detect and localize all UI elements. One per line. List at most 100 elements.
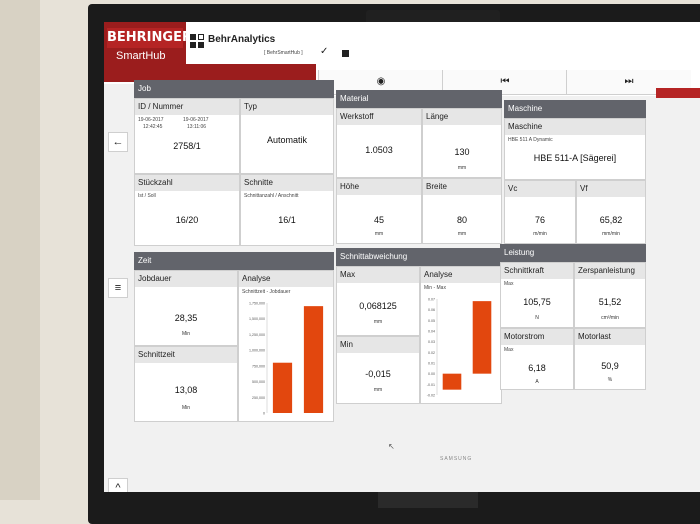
zerspanleistung-card: Zerspanleistung 51,52 cm³/min (574, 262, 646, 328)
zerspanleistung-label: Zerspanleistung (578, 266, 635, 275)
vf-unit: mm/min (602, 231, 620, 237)
zerspanleistung-unit: cm³/min (601, 315, 619, 321)
breite-card: Breite 80 mm (422, 178, 502, 244)
tick-label: 0.05 (428, 319, 435, 323)
eye-icon: ◉ (376, 76, 386, 87)
tick-label: 0.03 (428, 340, 435, 344)
tick-label: 0 (263, 412, 265, 416)
header-accent-end (656, 88, 700, 98)
app-header: BEHRINGER SmartHub BehrAnalytics [ BehrS… (104, 22, 700, 84)
app-subtitle: [ BehrSmartHub ] (264, 50, 303, 56)
jobdauer-value: 28,35 (174, 313, 198, 323)
maschine-value: HBE 511-A [Sägerei] (533, 153, 617, 163)
zerspanleistung-value: 51,52 (598, 297, 622, 307)
stueckzahl-sub: Ist / Soll (138, 193, 156, 199)
schnittkraft-sub: Max (504, 281, 514, 287)
stueckzahl-value: 16/20 (175, 215, 199, 225)
hoehe-unit: mm (374, 231, 384, 237)
motorstrom-value: 6,18 (528, 363, 546, 373)
leistung-section-header: Leistung (500, 244, 646, 262)
schnittzeit-label: Schnittzeit (138, 350, 175, 359)
bar-min[interactable] (442, 373, 462, 390)
tick-label: 0.00 (428, 372, 435, 376)
schnittkraft-value: 105,75 (523, 297, 551, 307)
schnitte-value: 16/1 (278, 215, 296, 225)
vc-value: 76 (534, 215, 545, 225)
abw-min-unit: mm (373, 387, 383, 393)
motorlast-value: 50,9 (601, 361, 619, 371)
jobdauer-label: Jobdauer (138, 274, 172, 283)
hoehe-value: 45 (373, 215, 384, 225)
jobdauer-card: Jobdauer 28,35 Min (134, 270, 238, 346)
date-to: 19-06-2017 (183, 117, 209, 123)
werkstoff-value: 1.0503 (365, 145, 393, 155)
job-section-header: Job (134, 80, 334, 98)
brand-name: BEHRINGER (107, 28, 192, 48)
schnittzeit-unit: Min (181, 405, 191, 411)
vc-card: Vc 76 m/min (504, 180, 576, 244)
motorstrom-unit: A (535, 379, 539, 385)
id-value: 2758/1 (173, 141, 201, 151)
hub-name: SmartHub (116, 50, 166, 62)
werkstoff-label: Werkstoff (340, 112, 374, 121)
menu-button[interactable]: ≡ (108, 278, 128, 298)
abw-analyse-card: Analyse Min - Max 0.07 0.06 0.05 0.04 0.03 0.… (420, 266, 502, 404)
bar-schnittzeit[interactable] (272, 362, 293, 413)
maschine-card: Maschine HBE 511 A Dynamic HBE 511-A [Sä… (504, 118, 646, 180)
tick-label: 500,000 (252, 380, 265, 384)
schnitte-sub: Schnittanzahl / Anschnitt (244, 193, 299, 199)
tick-label: 1,000,000 (249, 349, 265, 353)
back-button[interactable]: ← (108, 132, 128, 152)
laenge-card: Länge 130 mm (422, 108, 502, 178)
motorlast-unit: % (607, 377, 613, 383)
stop-icon[interactable] (342, 50, 349, 57)
schnittkraft-card: Schnittkraft Max 105,75 N (500, 262, 574, 328)
abw-max-value: 0,068125 (359, 301, 397, 311)
zeit-analyse-label: Analyse (242, 274, 271, 283)
breite-label: Breite (426, 182, 447, 191)
schnitte-card: Schnitte Schnittanzahl / Anschnitt 16/1 (240, 174, 334, 246)
vf-label: Vf (580, 184, 588, 193)
abw-min-value: -0,015 (365, 369, 391, 379)
tick-label: 1,500,000 (249, 317, 265, 321)
bar-jobdauer[interactable] (303, 306, 324, 413)
stueckzahl-label: Stückzahl (138, 178, 173, 187)
abw-max-label: Max (340, 270, 356, 279)
motorlast-label: Motorlast (578, 332, 611, 341)
schnittzeit-value: 13,08 (174, 385, 198, 395)
abw-min-card: Min -0,015 mm (336, 336, 420, 404)
vc-unit: m/min (533, 231, 547, 237)
header-accent-bar (186, 64, 316, 82)
laenge-unit: mm (457, 165, 467, 171)
tick-label: 0.01 (428, 362, 435, 366)
zeit-analyse-card: Analyse Schnittzeit - Jobdauer 1,750,000… (238, 270, 334, 422)
schnitte-label: Schnitte (244, 178, 273, 187)
hoehe-label: Höhe (340, 182, 360, 191)
schnittkraft-label: Schnittkraft (504, 266, 545, 275)
tick-label: 0.07 (428, 298, 435, 302)
tick-label: 1,250,000 (249, 333, 265, 337)
tick-label: 0.02 (428, 351, 435, 355)
id-card: ID / Nummer 19-06-2017 12:42:45 19-06-20… (134, 98, 240, 174)
scroll-up-button[interactable]: ^ (108, 478, 128, 492)
skip-forward-icon: ⏭ (624, 76, 634, 87)
tick-label: 750,000 (252, 364, 265, 368)
date-from: 19-06-2017 (138, 117, 164, 123)
stueckzahl-card: Stückzahl Ist / Soll 16/20 (134, 174, 240, 246)
typ-label: Typ (244, 102, 257, 111)
breite-unit: mm (457, 231, 467, 237)
vf-value: 65,82 (599, 215, 623, 225)
werkstoff-card: Werkstoff 1.0503 (336, 108, 422, 178)
abw-max-card: Max 0,068125 mm (336, 266, 420, 336)
jobdauer-unit: Min (181, 331, 191, 337)
abw-analyse-label: Analyse (424, 270, 453, 279)
laenge-value: 130 (454, 147, 470, 157)
app-screen: BEHRINGER SmartHub BehrAnalytics [ BehrS… (104, 22, 700, 492)
schnittabweichung-section-header: Schnittabweichung (336, 248, 502, 266)
check-icon[interactable]: ✓ (320, 46, 329, 57)
bar-max[interactable] (472, 301, 492, 374)
brand-logo[interactable]: BEHRINGER SmartHub (104, 22, 192, 82)
vf-card: Vf 65,82 mm/min (576, 180, 646, 244)
zeit-analyse-sub: Schnittzeit - Jobdauer (242, 289, 291, 295)
schnittzeit-card: Schnittzeit 13,08 Min (134, 346, 238, 422)
